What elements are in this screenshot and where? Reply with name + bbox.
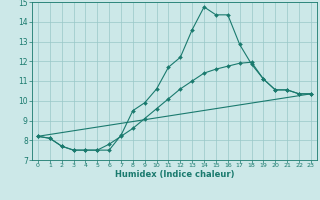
X-axis label: Humidex (Indice chaleur): Humidex (Indice chaleur) xyxy=(115,170,234,179)
